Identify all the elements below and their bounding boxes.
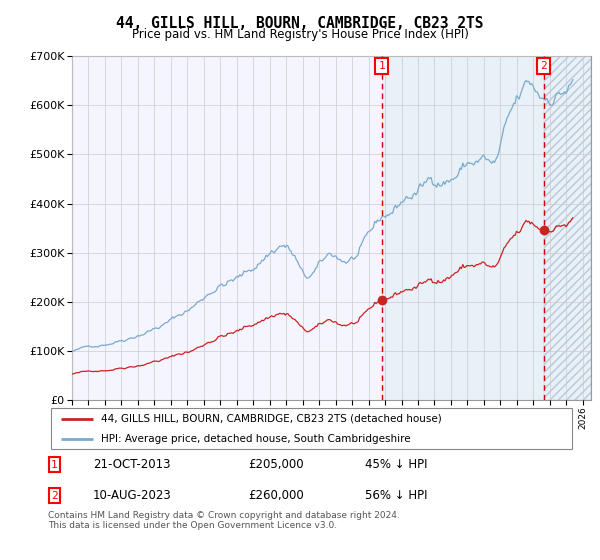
Text: 45% ↓ HPI: 45% ↓ HPI bbox=[365, 458, 427, 472]
Bar bbox=[544, 56, 591, 400]
Text: 1: 1 bbox=[378, 61, 385, 71]
FancyBboxPatch shape bbox=[50, 408, 572, 450]
Text: 2: 2 bbox=[540, 61, 547, 71]
Text: Price paid vs. HM Land Registry's House Price Index (HPI): Price paid vs. HM Land Registry's House … bbox=[131, 28, 469, 41]
Text: £205,000: £205,000 bbox=[248, 458, 304, 472]
Text: Contains HM Land Registry data © Crown copyright and database right 2024.
This d: Contains HM Land Registry data © Crown c… bbox=[48, 511, 400, 530]
Text: 1: 1 bbox=[51, 460, 58, 470]
Bar bbox=[382, 56, 544, 400]
Text: HPI: Average price, detached house, South Cambridgeshire: HPI: Average price, detached house, Sout… bbox=[101, 434, 410, 444]
Text: 2: 2 bbox=[51, 491, 58, 501]
Text: £260,000: £260,000 bbox=[248, 489, 304, 502]
Text: 56% ↓ HPI: 56% ↓ HPI bbox=[365, 489, 427, 502]
Text: 44, GILLS HILL, BOURN, CAMBRIDGE, CB23 2TS (detached house): 44, GILLS HILL, BOURN, CAMBRIDGE, CB23 2… bbox=[101, 413, 442, 423]
Bar bbox=[544, 56, 591, 400]
Text: 44, GILLS HILL, BOURN, CAMBRIDGE, CB23 2TS: 44, GILLS HILL, BOURN, CAMBRIDGE, CB23 2… bbox=[116, 16, 484, 31]
Text: 21-OCT-2013: 21-OCT-2013 bbox=[93, 458, 170, 472]
Text: 10-AUG-2023: 10-AUG-2023 bbox=[93, 489, 172, 502]
